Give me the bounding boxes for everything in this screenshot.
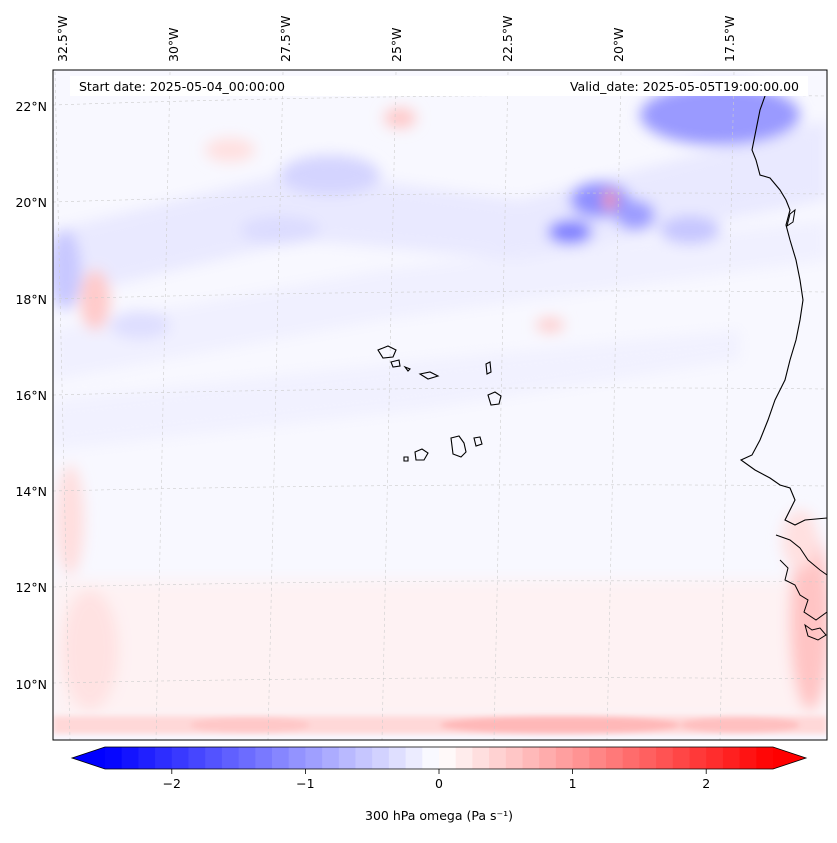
colorbar-label: 300 hPa omega (Pa s⁻¹): [365, 808, 513, 823]
colorbar-tick-label: 1: [569, 776, 577, 791]
latitude-labels: 22°N 20°N 18°N 16°N 14°N 12°N 10°N: [15, 99, 47, 692]
colorbar-cell: [505, 747, 524, 769]
colorbar-cell: [739, 747, 757, 769]
colorbar-cell: [422, 747, 440, 769]
colorbar-cell: [138, 747, 156, 769]
lon-label: 25°W: [389, 27, 404, 62]
colorbar-cell: [405, 747, 423, 769]
colorbar-cell: [121, 747, 139, 769]
colorbar-cell: [639, 747, 657, 769]
lon-label: 27.5°W: [278, 16, 293, 62]
lon-label: 32.5°W: [55, 16, 70, 62]
longitude-labels: 32.5°W 30°W 27.5°W 25°W 22.5°W 20°W 17.5…: [55, 16, 737, 62]
colorbar-cell: [288, 747, 306, 769]
valid-date-label: Valid_date: 2025-05-05T19:00:00.00: [570, 79, 799, 94]
lat-label: 18°N: [15, 292, 47, 307]
africa-coastline: [739, 95, 827, 526]
colorbar-cell: [388, 747, 407, 769]
colorbar-cell: [555, 747, 574, 769]
cape-verde-islands: [377, 345, 502, 462]
colorbar-cell: [539, 747, 557, 769]
colorbar-cell: [188, 747, 206, 769]
colorbar-cell: [372, 747, 390, 769]
date-header-box: [70, 76, 808, 96]
colorbar-cell: [105, 747, 123, 769]
colorbar-cell: [472, 747, 490, 769]
colorbar-extend-high: [773, 747, 806, 769]
colorbar-cell: [322, 747, 340, 769]
colorbar-cell: [689, 747, 707, 769]
map-frame: [52, 69, 828, 741]
colorbar-cell: [672, 747, 691, 769]
colorbar-cell: [455, 747, 473, 769]
lon-label: 30°W: [166, 27, 181, 62]
colorbar-tick-label: −2: [163, 776, 181, 791]
colorbar: −2 −1 0 1 2 300 hPa omega (Pa s⁻¹): [70, 746, 808, 823]
colorbar-cell: [722, 747, 741, 769]
colorbar-cell: [171, 747, 190, 769]
colorbar-cell: [155, 747, 173, 769]
lon-label: 22.5°W: [500, 16, 515, 62]
lat-label: 16°N: [15, 388, 47, 403]
colorbar-cell: [756, 747, 774, 769]
colorbar-cell: [305, 747, 323, 769]
colorbar-cell: [272, 747, 290, 769]
colorbar-cell: [355, 747, 373, 769]
colorbar-cell: [622, 747, 640, 769]
colorbar-cell: [439, 747, 457, 769]
colorbar-cell: [221, 747, 240, 769]
colorbar-cell: [255, 747, 273, 769]
colorbar-cell: [238, 747, 256, 769]
lon-label: 17.5°W: [722, 16, 737, 62]
colorbar-cell: [338, 747, 357, 769]
lat-label: 20°N: [15, 195, 47, 210]
colorbar-cell: [205, 747, 223, 769]
colorbar-cell: [656, 747, 674, 769]
colorbar-extend-low: [72, 747, 105, 769]
lat-label: 12°N: [15, 580, 47, 595]
colorbar-tick-label: 0: [435, 776, 443, 791]
colorbar-tick-label: 2: [702, 776, 710, 791]
lon-label: 20°W: [611, 27, 626, 62]
lat-label: 14°N: [15, 484, 47, 499]
colorbar-cell: [572, 747, 590, 769]
lat-label: 10°N: [15, 677, 47, 692]
colorbar-cell: [489, 747, 507, 769]
colorbar-cell: [706, 747, 724, 769]
colorbar-cell: [522, 747, 540, 769]
lat-label: 22°N: [15, 99, 47, 114]
colorbar-cell: [606, 747, 624, 769]
graticule: [53, 71, 827, 740]
colorbar-tick-label: −1: [296, 776, 314, 791]
start-date-label: Start date: 2025-05-04_00:00:00: [79, 79, 285, 94]
omega-field: [53, 70, 827, 740]
colorbar-outline: [70, 746, 808, 770]
colorbar-cell: [589, 747, 607, 769]
